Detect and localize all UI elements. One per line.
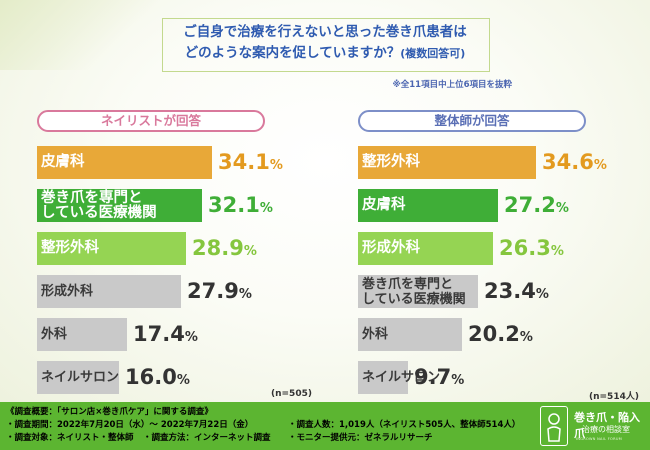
seitai-value-label-1: 27.2% bbox=[504, 193, 569, 217]
logo-subtitle: 治療の相談室 bbox=[582, 425, 630, 434]
footer-provider: ・モニター提供元：ゼネラルリサーチ bbox=[288, 433, 433, 443]
nailist-value-label-0: 34.1% bbox=[218, 150, 283, 174]
seitai-bar-1 bbox=[358, 189, 498, 222]
nailist-value-label-5: 16.0% bbox=[125, 365, 190, 389]
nailist-bar-4 bbox=[37, 318, 127, 351]
nailist-bar-label-0: 皮膚科 bbox=[41, 154, 85, 170]
nailist-bar-5 bbox=[37, 361, 119, 394]
nailist-bar-3 bbox=[37, 275, 181, 308]
seitai-bar-label-5: ネイルサロン bbox=[362, 370, 441, 385]
seitai-value-label-2: 26.3% bbox=[499, 236, 564, 260]
question-line2-small: (複数回答可) bbox=[400, 47, 466, 60]
nailist-bar-1 bbox=[37, 189, 202, 222]
footer-target: ・調査対象：ネイリスト・整体師 bbox=[6, 433, 134, 443]
seitai-bar-label-3: 巻き爪を専門と している医療機関 bbox=[362, 277, 466, 307]
seitai-value-label-0: 34.6% bbox=[542, 150, 607, 174]
nailist-value-label-3: 27.9% bbox=[187, 279, 252, 303]
footer-method: ・調査方法：インターネット調査 bbox=[143, 433, 271, 443]
footer-count: ・調査人数：1,019人（ネイリスト505人、整体師514人） bbox=[288, 420, 521, 430]
footer-heading: 《調査概要：「サロン店×巻き爪ケア」に関する調査》 bbox=[6, 407, 213, 417]
nailist-bar-label-1: 巻き爪を専門と している医療機関 bbox=[41, 190, 157, 221]
nailist-value-label-2: 28.9% bbox=[192, 236, 257, 260]
seitai-value-label-4: 20.2% bbox=[468, 322, 533, 346]
question-line1: ご自身で治療を行えないと思った巻き爪患者は bbox=[183, 24, 467, 40]
logo-tagline: INGROWN NAIL FORUM bbox=[576, 437, 623, 441]
nailist-bar-2 bbox=[37, 232, 186, 265]
seitai-value-label-5: 9.7% bbox=[414, 365, 465, 389]
nailist-bar-label-4: 外科 bbox=[41, 327, 68, 342]
nailist-bar-label-3: 形成外科 bbox=[41, 284, 94, 299]
seitai-bar-label-1: 皮膚科 bbox=[362, 197, 406, 213]
nailist-value-label-1: 32.1% bbox=[208, 193, 273, 217]
question-line2-main: どのような案内を促していますか？ bbox=[184, 45, 401, 61]
survey-footer bbox=[0, 402, 650, 450]
question-text: ご自身で治療を行えないと思った巻き爪患者は どのような案内を促していますか？(複… bbox=[162, 22, 488, 64]
seitai-bar-4 bbox=[358, 318, 462, 351]
nailist-chart-title: ネイリストが回答 bbox=[37, 110, 265, 132]
question-box bbox=[162, 18, 490, 72]
nailist-value-label-4: 17.4% bbox=[133, 322, 198, 346]
seitai-chart-title: 整体師が回答 bbox=[358, 110, 586, 132]
seitai-bar-label-2: 形成外科 bbox=[362, 240, 420, 256]
nailist-sample-size: (n=505) bbox=[271, 389, 312, 399]
seitai-bar-3 bbox=[358, 275, 478, 308]
seitai-sample-size: (n=514人) bbox=[589, 392, 639, 402]
logo-title: 巻き爪・陥入爪 bbox=[574, 411, 640, 440]
nailist-bar-0 bbox=[37, 146, 212, 179]
nailist-bar-label-2: 整形外科 bbox=[41, 240, 99, 256]
logo-emblem-icon bbox=[540, 406, 568, 446]
selection-note: ※全11項目中上位6項目を抜粋 bbox=[392, 80, 512, 90]
seitai-value-label-3: 23.4% bbox=[484, 279, 549, 303]
footer-period: ・調査期間：2022年7月20日（水）～ 2022年7月22日（金） bbox=[6, 420, 254, 430]
seitai-bar-2 bbox=[358, 232, 493, 265]
question-line2: どのような案内を促していますか？(複数回答可) bbox=[162, 43, 488, 64]
seitai-bar-0 bbox=[358, 146, 536, 179]
nailist-bar-label-5: ネイルサロン bbox=[41, 370, 120, 385]
seitai-bar-5 bbox=[358, 361, 408, 394]
corner-decoration bbox=[0, 0, 160, 70]
seitai-bar-label-0: 整形外科 bbox=[362, 154, 420, 170]
seitai-bar-label-4: 外科 bbox=[362, 327, 389, 342]
